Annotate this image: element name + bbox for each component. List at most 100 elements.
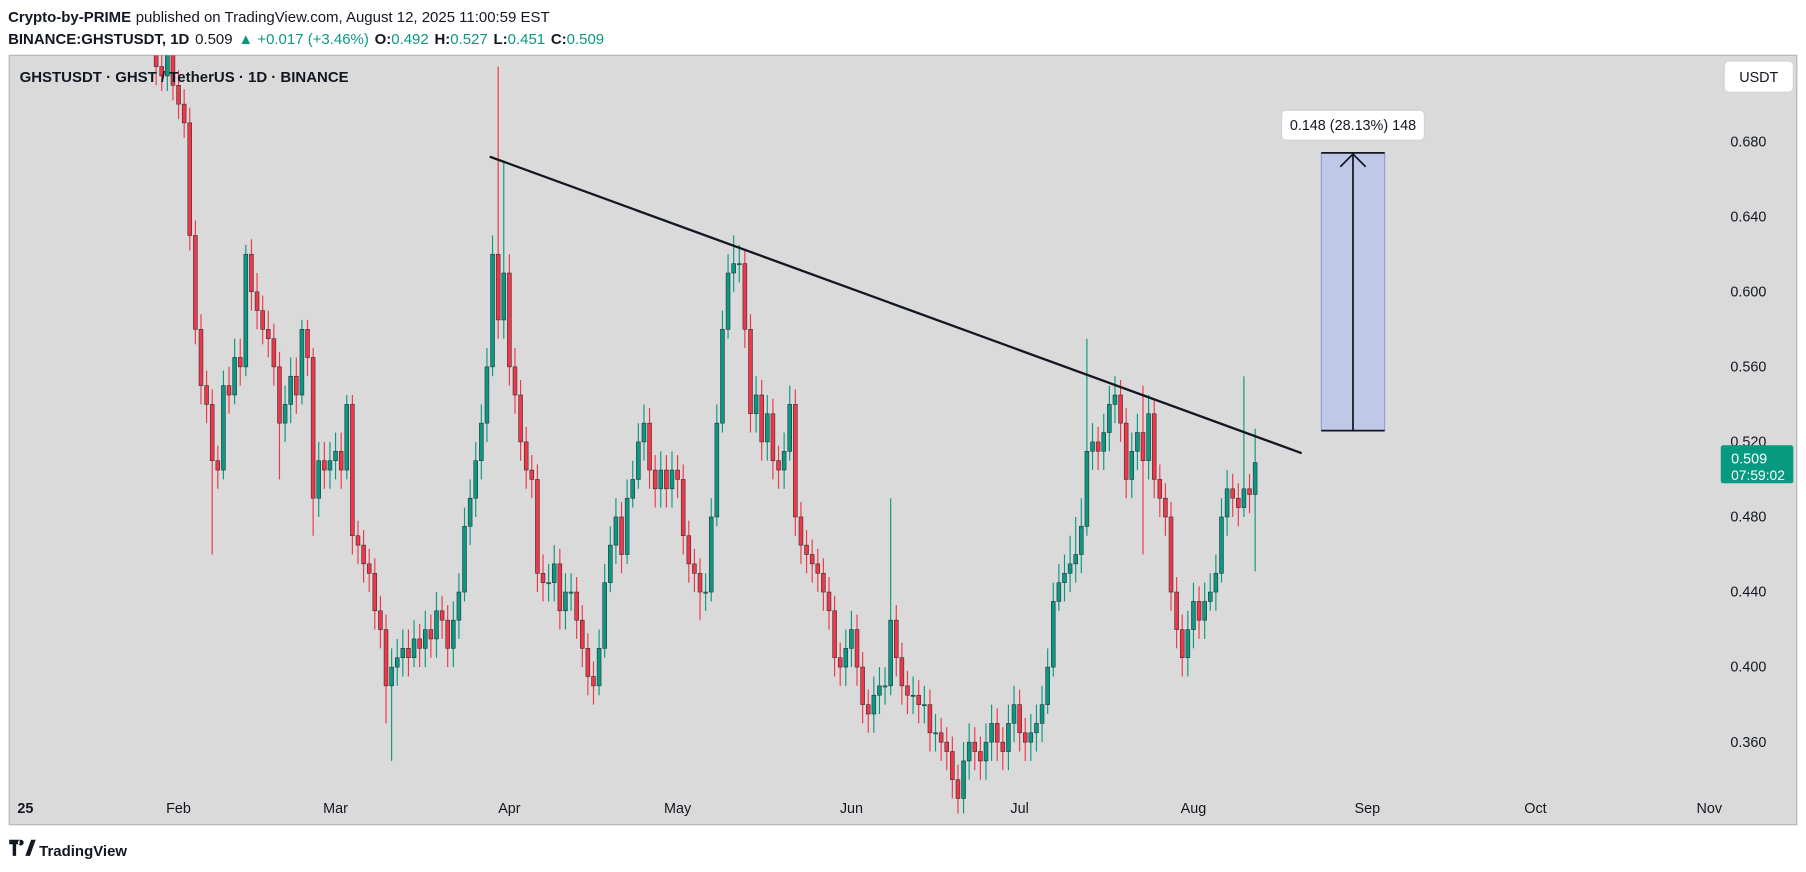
- y-tick-label: 0.600: [1730, 284, 1766, 300]
- last: 0.509: [195, 31, 232, 48]
- x-tick-label: Jun: [840, 801, 863, 817]
- candle-body: [1067, 563, 1073, 574]
- candle-body: [1224, 488, 1230, 518]
- candle-body: [680, 479, 686, 537]
- candle-body: [518, 394, 523, 443]
- candle-body: [865, 704, 871, 715]
- ohlc-label: L:: [494, 31, 508, 48]
- candle-body: [826, 591, 832, 612]
- candle-body: [714, 422, 720, 518]
- currency[interactable]: USDT: [1739, 70, 1778, 86]
- candle-body: [624, 497, 630, 555]
- currency-button[interactable]: [1723, 60, 1794, 93]
- chart-area: [8, 54, 1798, 826]
- candle-body: [294, 375, 299, 396]
- candle-body: [815, 563, 821, 574]
- candle-body: [1011, 704, 1017, 724]
- candle-body: [821, 572, 826, 593]
- candle-body: [389, 666, 394, 687]
- candle-body: [501, 272, 507, 321]
- candle-body: [1056, 582, 1062, 602]
- ohlc-value: 0.451: [508, 31, 545, 48]
- candle-body: [1118, 394, 1123, 424]
- candle-body: [540, 572, 546, 583]
- candle-body: [176, 85, 181, 105]
- candle-body: [697, 572, 703, 593]
- candle-body: [479, 422, 484, 461]
- candle-body: [1157, 479, 1163, 499]
- candle-body: [725, 272, 731, 330]
- countdown: 07:59:02: [1731, 467, 1785, 483]
- plot: [153, 55, 1386, 814]
- candle-body: [215, 460, 221, 471]
- candle-body: [165, 55, 170, 77]
- candle-body: [512, 366, 518, 396]
- candle-body: [1163, 497, 1168, 518]
- candle-body: [423, 629, 428, 649]
- candle-body: [1168, 516, 1174, 593]
- x-tick-label: Sep: [1354, 801, 1380, 817]
- candle-body: [181, 103, 187, 124]
- candle-body: [955, 779, 961, 799]
- candle-body: [675, 469, 680, 480]
- candle-body: [361, 544, 366, 565]
- candle-body: [170, 55, 176, 86]
- candle-body: [327, 460, 333, 471]
- candle-body: [271, 338, 277, 368]
- candle-body: [1051, 601, 1056, 668]
- author: Crypto-by-PRIME: [8, 9, 131, 26]
- candle-body: [473, 460, 478, 499]
- x-tick-label: 25: [17, 801, 33, 817]
- candle-body: [288, 375, 293, 405]
- candle-body: [243, 253, 249, 368]
- published: published on TradingView.com, August 12,…: [136, 9, 550, 26]
- candle-body: [1062, 572, 1067, 583]
- candle-body: [1045, 666, 1050, 705]
- candle-body: [1252, 462, 1258, 495]
- y-tick-label: 0.560: [1730, 359, 1766, 375]
- candle-body: [456, 591, 462, 621]
- candle-body: [843, 648, 849, 668]
- ohlc-value: 0.492: [391, 31, 428, 48]
- candle-body: [596, 648, 602, 687]
- candle-body: [978, 751, 983, 762]
- candle-body: [187, 122, 193, 236]
- candle-body: [966, 741, 972, 762]
- candle-body: [366, 563, 372, 574]
- candle-body: [1185, 629, 1191, 659]
- candle-body: [804, 544, 809, 555]
- x-tick-label: Nov: [1697, 801, 1723, 817]
- candle-body: [1202, 601, 1207, 621]
- candle-body: [159, 66, 164, 77]
- candle-body: [961, 760, 966, 799]
- candle-body: [1034, 723, 1039, 734]
- symbol-line: BINANCE:GHSTUSDT, 1D 0.509 ▲ +0.017 (+3.46…: [8, 31, 604, 48]
- candle-body: [495, 253, 501, 321]
- candle-body: [938, 732, 944, 743]
- candle-body: [748, 329, 753, 415]
- ohlc-value: 0.527: [450, 31, 487, 48]
- candle-body: [568, 591, 574, 594]
- candle-body: [776, 460, 781, 471]
- x-tick-label: Jul: [1010, 801, 1028, 817]
- candle-body: [484, 366, 490, 424]
- candle-body: [226, 385, 232, 396]
- candle-body: [686, 535, 692, 565]
- candle-body: [1017, 704, 1022, 734]
- candle-body: [338, 451, 344, 471]
- candle-body: [1174, 591, 1179, 630]
- logo: [9, 839, 36, 856]
- candle-body: [193, 235, 198, 330]
- candle-body: [1000, 741, 1006, 752]
- y-tick-label: 0.640: [1730, 209, 1766, 225]
- candle-body: [602, 582, 607, 649]
- candle-body: [877, 685, 882, 696]
- candle-body: [355, 535, 361, 546]
- trendline: [489, 155, 1303, 455]
- candle-body: [669, 469, 675, 490]
- candle-body: [322, 460, 327, 471]
- candle-body: [585, 648, 591, 677]
- measure-arrowhead: [1339, 152, 1367, 168]
